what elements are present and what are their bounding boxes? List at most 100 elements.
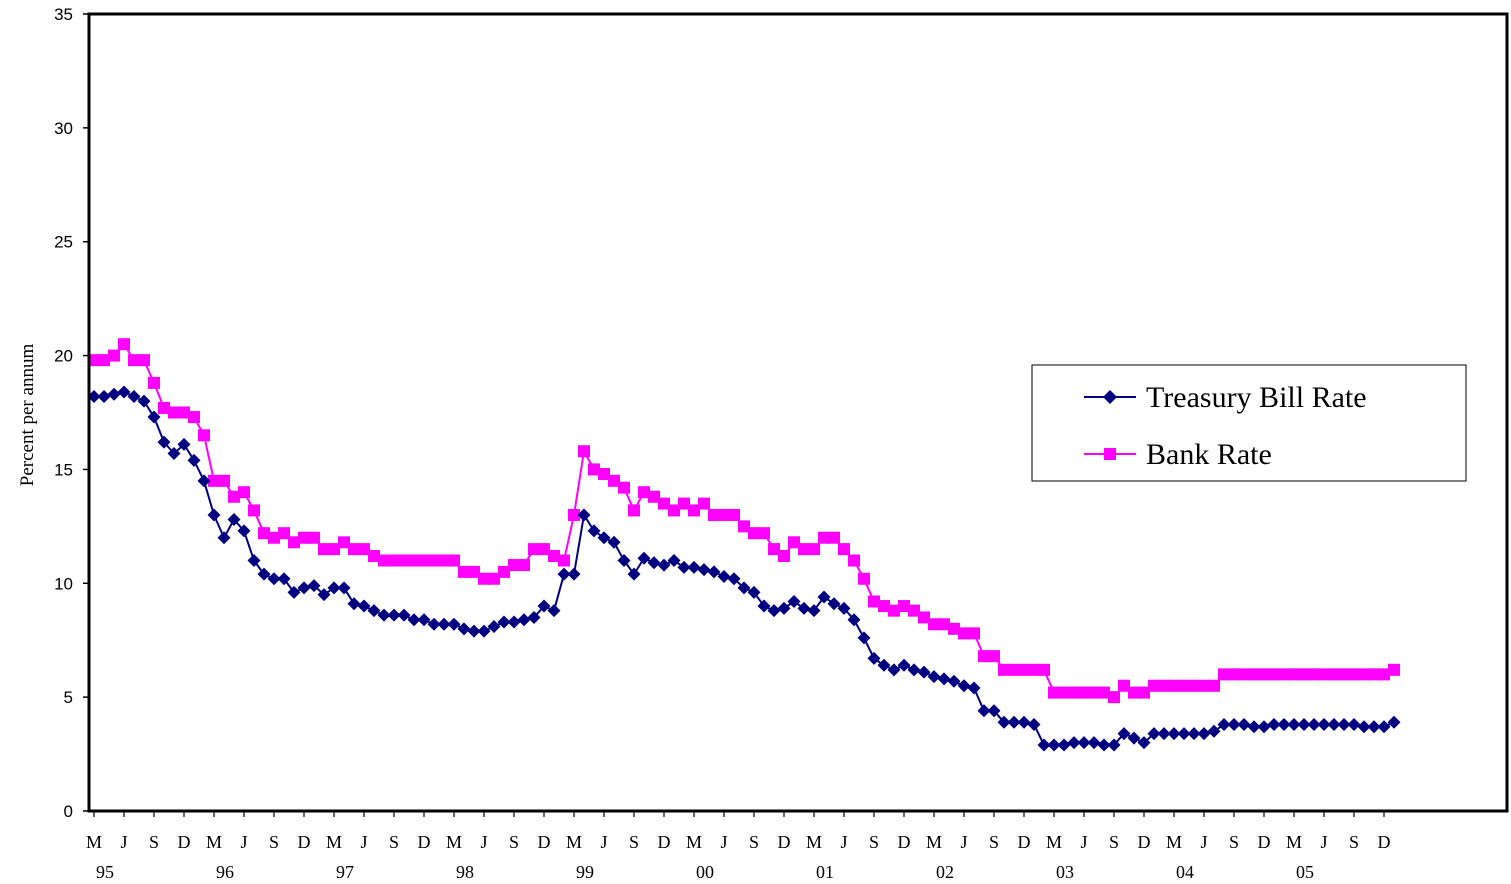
data-point-treasury-bill-rate (847, 613, 861, 627)
data-point-treasury-bill-rate (1247, 720, 1261, 734)
data-point-treasury-bill-rate (857, 631, 871, 645)
data-point-treasury-bill-rate (807, 604, 821, 618)
data-point-treasury-bill-rate (507, 615, 521, 629)
data-point-treasury-bill-rate (817, 590, 831, 604)
data-point-treasury-bill-rate (1357, 720, 1371, 734)
data-point-treasury-bill-rate (1217, 717, 1231, 731)
data-point-bank-rate (998, 663, 1010, 676)
data-point-bank-rate (748, 527, 760, 540)
x-tick-month-label: S (1229, 832, 1239, 852)
data-point-treasury-bill-rate (277, 572, 291, 586)
x-tick-month-label: J (600, 832, 607, 852)
data-point-treasury-bill-rate (1187, 727, 1201, 741)
data-point-bank-rate (148, 376, 160, 389)
data-point-treasury-bill-rate (1047, 738, 1061, 752)
data-point-treasury-bill-rate (647, 556, 661, 570)
data-point-bank-rate (1018, 663, 1030, 676)
data-point-treasury-bill-rate (1237, 717, 1251, 731)
x-tick-month-label: D (898, 832, 911, 852)
data-point-treasury-bill-rate (1167, 727, 1181, 741)
x-tick-month-label: D (178, 832, 191, 852)
data-point-treasury-bill-rate (557, 567, 571, 581)
data-point-bank-rate (1328, 668, 1340, 681)
data-point-bank-rate (1218, 668, 1230, 681)
data-point-treasury-bill-rate (927, 670, 941, 684)
data-point-treasury-bill-rate (317, 588, 331, 602)
legend-marker-bank-rate (1104, 448, 1116, 460)
data-point-treasury-bill-rate (987, 704, 1001, 718)
data-point-bank-rate (1268, 668, 1280, 681)
data-point-treasury-bill-rate (147, 410, 161, 424)
data-point-bank-rate (1058, 686, 1070, 699)
data-point-bank-rate (378, 554, 390, 567)
x-tick-month-label: J (720, 832, 727, 852)
data-point-bank-rate (938, 618, 950, 631)
data-point-treasury-bill-rate (767, 604, 781, 618)
data-point-bank-rate (318, 543, 330, 556)
y-tick-label: 35 (54, 5, 73, 24)
data-point-treasury-bill-rate (397, 608, 411, 622)
y-tick-label: 30 (54, 119, 73, 138)
data-point-bank-rate (838, 543, 850, 556)
data-point-bank-rate (978, 650, 990, 663)
data-point-treasury-bill-rate (1287, 717, 1301, 731)
x-tick-year-label: 99 (576, 862, 594, 882)
data-point-treasury-bill-rate (197, 474, 211, 488)
data-point-bank-rate (88, 354, 100, 367)
legend-label-treasury-bill-rate: Treasury Bill Rate (1146, 381, 1367, 414)
legend-label-bank-rate: Bank Rate (1146, 438, 1272, 471)
data-point-bank-rate (168, 406, 180, 419)
data-point-bank-rate (1158, 679, 1170, 692)
data-point-bank-rate (1388, 663, 1400, 676)
data-point-treasury-bill-rate (697, 563, 711, 577)
data-point-treasury-bill-rate (1177, 727, 1191, 741)
data-point-bank-rate (548, 549, 560, 562)
data-point-treasury-bill-rate (307, 579, 321, 593)
data-point-bank-rate (468, 565, 480, 578)
y-tick-label: 20 (54, 347, 73, 366)
x-tick-month-label: M (1046, 832, 1062, 852)
data-point-bank-rate (1188, 679, 1200, 692)
data-point-bank-rate (948, 622, 960, 635)
data-point-bank-rate (538, 543, 550, 556)
data-point-treasury-bill-rate (1227, 717, 1241, 731)
data-point-bank-rate (1098, 686, 1110, 699)
data-point-bank-rate (158, 401, 170, 414)
data-point-bank-rate (698, 497, 710, 510)
data-point-bank-rate (1118, 679, 1130, 692)
data-point-treasury-bill-rate (577, 508, 591, 522)
data-point-bank-rate (108, 349, 120, 362)
data-point-bank-rate (228, 490, 240, 503)
data-point-treasury-bill-rate (1057, 738, 1071, 752)
data-point-treasury-bill-rate (1027, 717, 1041, 731)
data-point-bank-rate (288, 536, 300, 549)
data-point-treasury-bill-rate (797, 601, 811, 615)
data-point-treasury-bill-rate (447, 617, 461, 631)
x-tick-month-label: D (658, 832, 671, 852)
data-point-treasury-bill-rate (267, 572, 281, 586)
data-point-bank-rate (118, 338, 130, 351)
data-point-bank-rate (898, 600, 910, 613)
data-point-treasury-bill-rate (737, 581, 751, 595)
data-point-bank-rate (448, 554, 460, 567)
data-point-bank-rate (888, 604, 900, 617)
data-point-treasury-bill-rate (437, 617, 451, 631)
x-tick-month-label: S (509, 832, 519, 852)
data-point-treasury-bill-rate (897, 658, 911, 672)
data-point-bank-rate (358, 543, 370, 556)
x-tick-year-label: 97 (336, 862, 354, 882)
data-point-bank-rate (968, 627, 980, 640)
x-tick-month-label: S (749, 832, 759, 852)
data-point-treasury-bill-rate (747, 585, 761, 599)
x-tick-month-label: J (480, 832, 487, 852)
data-point-bank-rate (398, 554, 410, 567)
x-tick-month-label: J (120, 832, 127, 852)
data-point-treasury-bill-rate (327, 581, 341, 595)
data-point-bank-rate (678, 497, 690, 510)
series-layer (87, 338, 1401, 752)
x-tick-year-label: 96 (216, 862, 234, 882)
data-point-bank-rate (1348, 668, 1360, 681)
x-tick-month-label: J (1200, 832, 1207, 852)
data-point-treasury-bill-rate (627, 567, 641, 581)
data-point-treasury-bill-rate (377, 608, 391, 622)
